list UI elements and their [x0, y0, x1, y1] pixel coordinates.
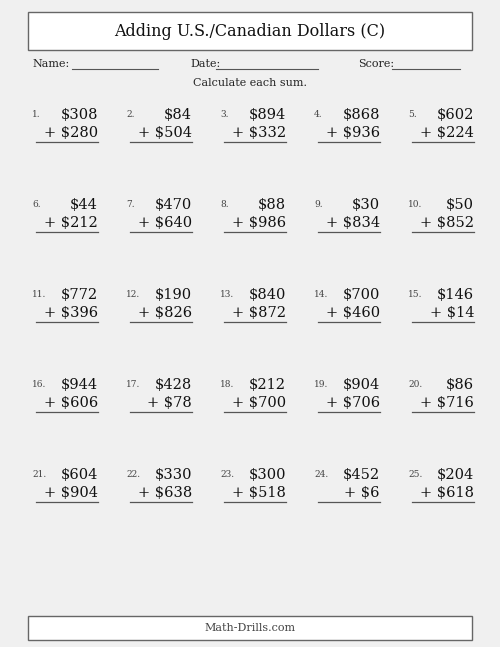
Text: + $78: + $78 [147, 396, 192, 410]
Text: $50: $50 [446, 198, 474, 212]
Text: 18.: 18. [220, 380, 234, 389]
Text: $86: $86 [446, 378, 474, 392]
Text: $428: $428 [155, 378, 192, 392]
Text: $146: $146 [437, 288, 474, 302]
Text: + $640: + $640 [138, 216, 192, 230]
Text: + $504: + $504 [138, 126, 192, 140]
Text: Name:: Name: [32, 59, 69, 69]
Text: 9.: 9. [314, 200, 322, 209]
Text: + $212: + $212 [44, 216, 98, 230]
FancyBboxPatch shape [28, 616, 472, 640]
Text: + $224: + $224 [420, 126, 474, 140]
Text: + $872: + $872 [232, 306, 286, 320]
Text: $602: $602 [436, 108, 474, 122]
Text: + $332: + $332 [232, 126, 286, 140]
Text: 14.: 14. [314, 290, 328, 299]
Text: $44: $44 [70, 198, 98, 212]
Text: $772: $772 [61, 288, 98, 302]
Text: Adding U.S./Canadian Dollars (C): Adding U.S./Canadian Dollars (C) [114, 23, 386, 39]
Text: + $518: + $518 [232, 486, 286, 500]
Text: 24.: 24. [314, 470, 328, 479]
Text: 2.: 2. [126, 110, 134, 119]
Text: 11.: 11. [32, 290, 46, 299]
Text: + $936: + $936 [326, 126, 380, 140]
Text: $894: $894 [249, 108, 286, 122]
Text: + $834: + $834 [326, 216, 380, 230]
Text: $84: $84 [164, 108, 192, 122]
Text: 8.: 8. [220, 200, 228, 209]
Text: 10.: 10. [408, 200, 422, 209]
Text: 7.: 7. [126, 200, 134, 209]
Text: 1.: 1. [32, 110, 40, 119]
Text: + $638: + $638 [138, 486, 192, 500]
Text: Math-Drills.com: Math-Drills.com [204, 623, 296, 633]
Text: $700: $700 [342, 288, 380, 302]
Text: + $14: + $14 [430, 306, 474, 320]
Text: Calculate each sum.: Calculate each sum. [193, 78, 307, 88]
Text: $452: $452 [343, 468, 380, 482]
Text: $30: $30 [352, 198, 380, 212]
Text: $212: $212 [249, 378, 286, 392]
Text: $300: $300 [248, 468, 286, 482]
Text: $330: $330 [154, 468, 192, 482]
Text: $190: $190 [155, 288, 192, 302]
Text: 20.: 20. [408, 380, 422, 389]
Text: + $618: + $618 [420, 486, 474, 500]
Text: $604: $604 [60, 468, 98, 482]
Text: Date:: Date: [190, 59, 220, 69]
Text: 12.: 12. [126, 290, 140, 299]
Text: 19.: 19. [314, 380, 328, 389]
Text: + $460: + $460 [326, 306, 380, 320]
Text: + $826: + $826 [138, 306, 192, 320]
Text: $88: $88 [258, 198, 286, 212]
Text: 16.: 16. [32, 380, 46, 389]
Text: $944: $944 [61, 378, 98, 392]
Text: 4.: 4. [314, 110, 322, 119]
Text: + $852: + $852 [420, 216, 474, 230]
Text: 21.: 21. [32, 470, 46, 479]
Text: $904: $904 [343, 378, 380, 392]
Text: 23.: 23. [220, 470, 234, 479]
Text: Score:: Score: [358, 59, 394, 69]
Text: 3.: 3. [220, 110, 228, 119]
Text: + $6: + $6 [344, 486, 380, 500]
Text: + $606: + $606 [44, 396, 98, 410]
Text: + $396: + $396 [44, 306, 98, 320]
Text: $204: $204 [437, 468, 474, 482]
Text: 13.: 13. [220, 290, 234, 299]
Text: + $706: + $706 [326, 396, 380, 410]
Text: $470: $470 [155, 198, 192, 212]
Text: + $904: + $904 [44, 486, 98, 500]
Text: + $716: + $716 [420, 396, 474, 410]
Text: + $700: + $700 [232, 396, 286, 410]
Text: 5.: 5. [408, 110, 417, 119]
Text: 17.: 17. [126, 380, 140, 389]
Text: 6.: 6. [32, 200, 40, 209]
Text: $840: $840 [248, 288, 286, 302]
Text: + $280: + $280 [44, 126, 98, 140]
Text: $308: $308 [60, 108, 98, 122]
Text: 25.: 25. [408, 470, 422, 479]
Text: $868: $868 [342, 108, 380, 122]
Text: 15.: 15. [408, 290, 422, 299]
FancyBboxPatch shape [28, 12, 472, 50]
Text: + $986: + $986 [232, 216, 286, 230]
Text: 22.: 22. [126, 470, 140, 479]
